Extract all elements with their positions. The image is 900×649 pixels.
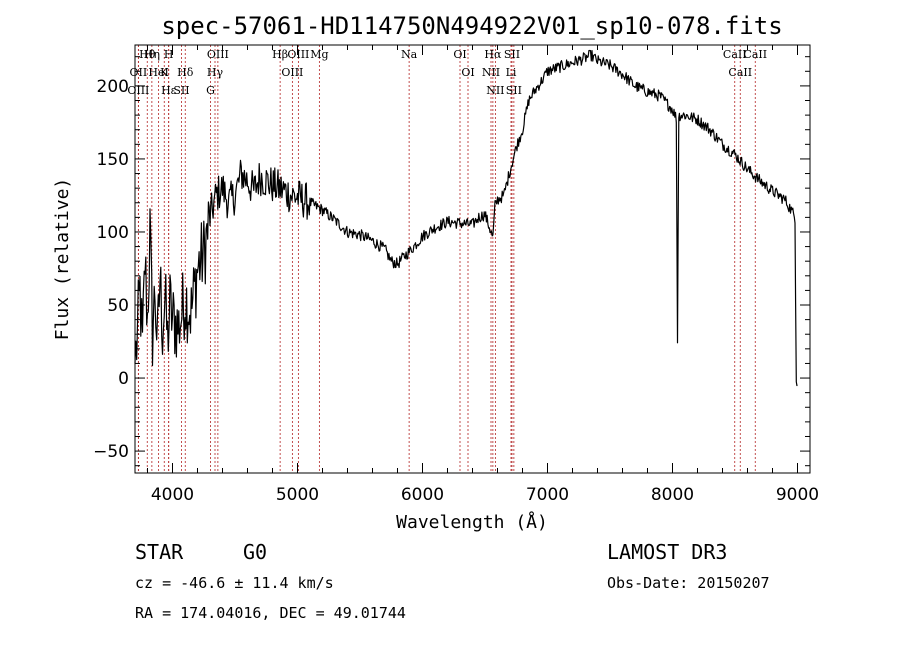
line-marker-label: SII (504, 48, 520, 61)
x-tick-label: 6000 (401, 485, 444, 505)
line-marker-label: OIII (127, 84, 149, 97)
y-axis: −50 0 50 100 150 200 (93, 56, 810, 467)
y-tick-label: 50 (107, 296, 129, 316)
x-tick-label: 7000 (526, 485, 569, 505)
line-marker-label: Na (401, 48, 418, 61)
chart-title: spec-57061-HD114750N494922V01_sp10-078.f… (161, 12, 782, 40)
line-marker-label: Li (506, 66, 517, 79)
line-marker-label: SII (173, 84, 189, 97)
line-marker-label: Hα (484, 48, 502, 61)
x-tick-label: 9000 (776, 485, 819, 505)
redshift-cz: cz = -46.6 ± 11.4 km/s (135, 574, 334, 592)
line-marker-label: Hβ (272, 48, 288, 61)
observation-date: Obs-Date: 20150207 (607, 574, 770, 592)
line-marker-labels: HθOIIOIIIKHHεHηHeISIIHδOIIIHγGHβOIIIOIII… (127, 48, 767, 97)
x-tick-label: 5000 (276, 485, 319, 505)
y-tick-label: −50 (93, 442, 129, 462)
line-marker-label: CaII (728, 66, 752, 79)
line-marker-label: NII (486, 84, 504, 97)
line-marker-label: G (206, 84, 215, 97)
line-marker-label: OI (461, 66, 474, 79)
y-tick-label: 100 (97, 223, 129, 243)
x-axis: 4000 5000 6000 7000 8000 9000 (147, 45, 819, 505)
line-marker-label: OIII (281, 66, 303, 79)
line-marker-label: Hγ (207, 66, 224, 79)
survey-name: LAMOST DR3 (607, 540, 728, 564)
x-tick-label: 8000 (651, 485, 694, 505)
line-marker-label: Mg (310, 48, 328, 61)
line-marker-label: OIII (207, 48, 229, 61)
line-marker-label: K (160, 66, 169, 79)
y-tick-label: 0 (118, 369, 129, 389)
line-marker-label: Hθ (139, 48, 156, 61)
x-tick-label: 4000 (151, 485, 194, 505)
ra-dec: RA = 174.04016, DEC = 49.01744 (135, 604, 406, 622)
line-marker-label: OIII (287, 48, 309, 61)
y-axis-label: Flux (relative) (52, 178, 73, 341)
object-class: STAR (135, 540, 184, 564)
flux-series-line (134, 49, 798, 387)
line-marker-label: Hη (144, 48, 160, 61)
line-marker-label: OI (453, 48, 466, 61)
y-tick-label: 200 (97, 77, 129, 97)
plot-frame (134, 44, 811, 474)
y-tick-label: 150 (97, 150, 129, 170)
line-marker-label: Hε (161, 84, 177, 97)
line-marker-label: NII (482, 66, 500, 79)
line-marker-label: OII (130, 66, 148, 79)
line-marker-label: Hδ (177, 66, 194, 79)
line-marker-label: CaII (743, 48, 767, 61)
line-marker-label: H (164, 48, 174, 61)
line-markers (137, 45, 756, 473)
line-marker-label: HeI (148, 66, 168, 79)
object-subclass: G0 (243, 540, 268, 564)
line-marker-label: SII (506, 84, 522, 97)
line-marker-label: CaII (723, 48, 747, 61)
x-axis-label: Wavelength (Å) (396, 511, 548, 533)
